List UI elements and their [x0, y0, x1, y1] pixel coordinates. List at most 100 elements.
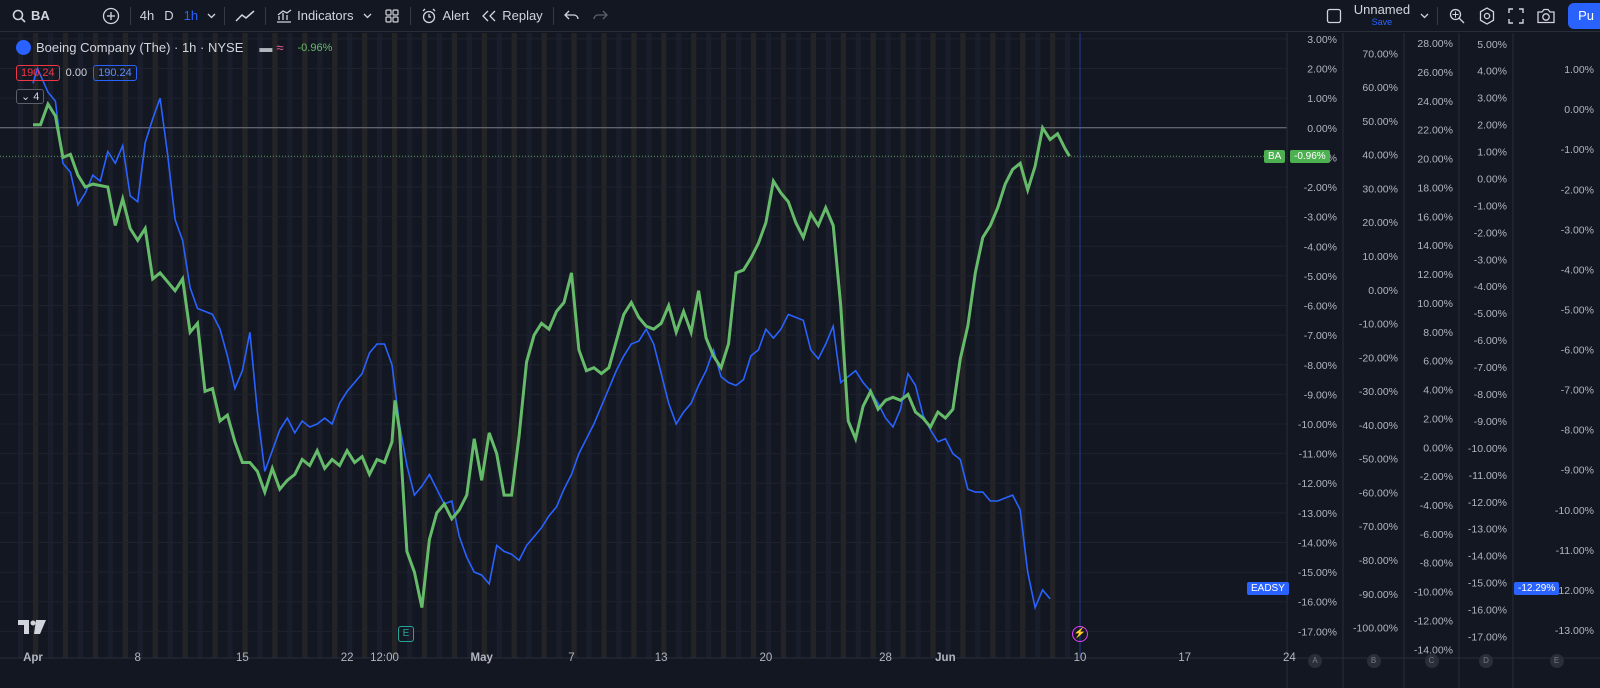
session-band: [646, 33, 652, 658]
compare-button[interactable]: [96, 0, 126, 32]
price-axis-tick-b: 30.00%: [1362, 183, 1398, 195]
chart-type-button[interactable]: [229, 0, 261, 32]
price-axis-tick-b: -90.00%: [1359, 589, 1398, 601]
legend-values: 190.24 0.00 190.24: [16, 65, 143, 81]
lightning-event-icon[interactable]: ⚡: [1072, 626, 1088, 642]
replay-button[interactable]: Replay: [475, 0, 548, 32]
session-band: [735, 33, 742, 658]
time-axis-label: 10: [1073, 652, 1087, 664]
session-band: [676, 33, 682, 658]
time-axis-label: 7: [568, 652, 575, 664]
earnings-marker[interactable]: E: [398, 626, 414, 642]
price-axis-tick-c: 16.00%: [1417, 211, 1453, 223]
ba-series-line[interactable]: [33, 100, 1071, 608]
session-band: [1020, 33, 1026, 658]
price-axis-tick-a: 1.00%: [1307, 93, 1337, 105]
templates-button[interactable]: [378, 0, 406, 32]
undo-button[interactable]: [558, 0, 586, 32]
price-axis-tick-e: -13.00%: [1555, 625, 1594, 637]
price-axis-tick-a: -10.00%: [1298, 419, 1337, 431]
compare-wave-icon[interactable]: ≈: [276, 40, 284, 55]
quick-search-button[interactable]: [1442, 0, 1472, 32]
toolbar-divider: [410, 6, 412, 25]
layout-dropdown[interactable]: [1416, 0, 1433, 32]
session-band: [1065, 33, 1071, 658]
price-axis-tick-c: 18.00%: [1417, 182, 1453, 194]
price-axis-tick-e: -6.00%: [1561, 345, 1594, 357]
save-link[interactable]: Save: [1371, 17, 1393, 27]
interval-d[interactable]: D: [164, 8, 174, 23]
fullscreen-button[interactable]: [1502, 0, 1530, 32]
layout-toggle[interactable]: [1320, 0, 1348, 32]
ba-value-badge: -0.96%: [1290, 150, 1330, 163]
price-axis-tick-e: -1.00%: [1561, 144, 1594, 156]
session-band: [571, 33, 577, 658]
price-axis-tick-d: -16.00%: [1468, 605, 1507, 617]
toolbar-divider: [265, 6, 267, 25]
time-axis-label: 8: [134, 652, 141, 664]
eadsy-value-badge: -12.29%: [1514, 582, 1560, 595]
session-band: [122, 33, 128, 658]
indicators-button[interactable]: Indicators: [270, 0, 378, 32]
tradingview-logo-icon[interactable]: [18, 620, 46, 639]
layout-name-menu[interactable]: Unnamed Save: [1354, 3, 1410, 28]
price-axis-tick-b: -70.00%: [1359, 521, 1398, 533]
session-band: [721, 33, 727, 658]
price-axis-tick-d: -4.00%: [1474, 281, 1507, 293]
session-band: [780, 33, 787, 658]
session-band: [541, 33, 547, 658]
symbol-search[interactable]: BA: [0, 0, 56, 32]
settings-button[interactable]: [1472, 0, 1502, 32]
session-band: [870, 33, 876, 658]
gear-icon: [1478, 7, 1496, 25]
alert-label: Alert: [442, 8, 470, 23]
interval-dropdown[interactable]: [203, 0, 220, 32]
session-band: [765, 33, 772, 658]
price-axes[interactable]: 3.00% 2.00% 1.00% 0.00% -1.00% -2.00% -3.00% -4…: [1286, 33, 1594, 688]
price-axis-tick-b: 0.00%: [1368, 285, 1398, 297]
axis-letter-c[interactable]: C: [1424, 654, 1439, 668]
axis-letter-e[interactable]: E: [1549, 654, 1564, 668]
time-axis-label: Jun: [935, 652, 956, 664]
session-band: [421, 33, 428, 658]
axis-letter-b[interactable]: B: [1366, 654, 1381, 668]
price-diff: 0.00: [65, 67, 88, 79]
price-axis-tick-d: 2.00%: [1477, 120, 1507, 132]
eadsy-symbol-badge: EADSY: [1247, 582, 1289, 595]
price-axis-tick-c: 10.00%: [1417, 298, 1453, 310]
publish-button[interactable]: Pu: [1568, 3, 1600, 29]
redo-button[interactable]: [586, 0, 614, 32]
eye-toggle-icon[interactable]: ▬: [259, 40, 273, 55]
session-band: [77, 33, 84, 658]
time-axis-label: 15: [235, 652, 249, 664]
price-axis-tick-d: -13.00%: [1468, 524, 1507, 536]
axis-letter-a[interactable]: A: [1308, 654, 1322, 668]
chart-plot[interactable]: 3.00% 2.00% 1.00% 0.00% -1.00% -2.00% -3.00% -4…: [0, 33, 1600, 688]
price-axis-tick-a: 2.00%: [1307, 64, 1337, 76]
session-band: [272, 33, 278, 658]
price-axis-tick-c: 24.00%: [1417, 96, 1453, 108]
price-axis-tick-b: -10.00%: [1359, 319, 1398, 331]
session-band: [556, 33, 562, 658]
session-band: [631, 33, 637, 658]
session-band: [152, 33, 158, 658]
price-axis-tick-a: -17.00%: [1298, 626, 1337, 638]
legend-change: -0.96%: [297, 41, 333, 54]
screenshot-button[interactable]: [1530, 0, 1562, 32]
price-axis-tick-e: -8.00%: [1561, 425, 1594, 437]
alert-button[interactable]: Alert: [415, 0, 475, 32]
collapse-indicators-button[interactable]: ⌄ 4: [16, 89, 45, 104]
price-axis-tick-a: -3.00%: [1304, 212, 1337, 224]
price-axis-tick-a: -4.00%: [1304, 241, 1337, 253]
interval-1h[interactable]: 1h: [183, 8, 199, 23]
price-axis-tick-d: -8.00%: [1474, 389, 1507, 401]
series-legend[interactable]: Boeing Company (The) · 1h · NYSE ▬ ≈ -0.…: [16, 40, 332, 55]
price-axis-tick-c: 4.00%: [1423, 385, 1453, 397]
price-axis-tick-c: 22.00%: [1417, 125, 1453, 137]
price-axis-tick-e: -4.00%: [1561, 264, 1594, 276]
price-axis-tick-c: -12.00%: [1414, 615, 1453, 627]
magic-search-icon: [1448, 7, 1466, 25]
interval-4h[interactable]: 4h: [139, 8, 155, 23]
axis-letter-d[interactable]: D: [1479, 654, 1493, 668]
price-axis-tick-a: -12.00%: [1298, 478, 1337, 490]
